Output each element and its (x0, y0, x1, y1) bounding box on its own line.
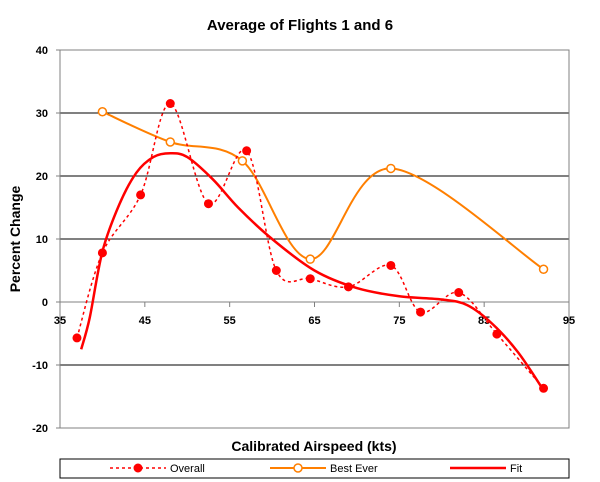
x-tick-label: 65 (308, 315, 320, 327)
data-point-overall (136, 190, 146, 200)
data-point-overall (242, 146, 252, 156)
y-tick-label: 30 (36, 108, 48, 120)
data-point-best-ever (538, 264, 549, 274)
data-point-best-ever (386, 163, 396, 174)
x-tick-label: 45 (139, 315, 151, 327)
data-point-overall (165, 99, 175, 109)
series-group (72, 99, 549, 393)
legend: Overall Best Ever Fit (59, 458, 570, 479)
legend-label-fit: Fit (510, 463, 522, 475)
data-point-overall (454, 288, 464, 298)
data-point-overall (203, 199, 213, 209)
series-line-fit (79, 152, 545, 391)
data-point-overall (305, 274, 315, 284)
x-axis-title: Calibrated Airspeed (kts) (231, 438, 396, 454)
legend-label-best-ever: Best Ever (330, 463, 378, 475)
data-point-overall (416, 307, 426, 317)
data-point-overall (386, 260, 396, 270)
y-tick-labels: 40 30 20 10 0 -10 -20 (32, 45, 60, 435)
y-axis-title: Percent Change (7, 185, 23, 292)
data-point-best-ever (305, 254, 316, 264)
legend-marker-best-ever (293, 463, 303, 473)
legend-label-overall: Overall (170, 463, 205, 475)
x-tick-label: 75 (393, 315, 405, 327)
data-point-overall (72, 333, 82, 343)
y-tick-label: -20 (32, 423, 48, 435)
x-tick-label: 35 (54, 315, 66, 327)
data-point-best-ever (97, 106, 108, 117)
chart-title: Average of Flights 1 and 6 (207, 17, 393, 34)
data-point-best-ever (165, 137, 176, 147)
y-tick-label: -10 (32, 360, 48, 372)
data-point-overall (492, 329, 502, 339)
y-tick-label: 0 (42, 297, 48, 309)
data-point-overall (271, 266, 281, 275)
y-tick-label: 10 (36, 234, 48, 246)
y-tick-label: 40 (36, 45, 48, 57)
x-tick-label: 55 (224, 315, 236, 327)
y-tick-label: 20 (36, 171, 48, 183)
legend-marker-overall (133, 463, 143, 473)
x-tick-label: 95 (563, 315, 575, 327)
data-point-best-ever (237, 156, 248, 166)
